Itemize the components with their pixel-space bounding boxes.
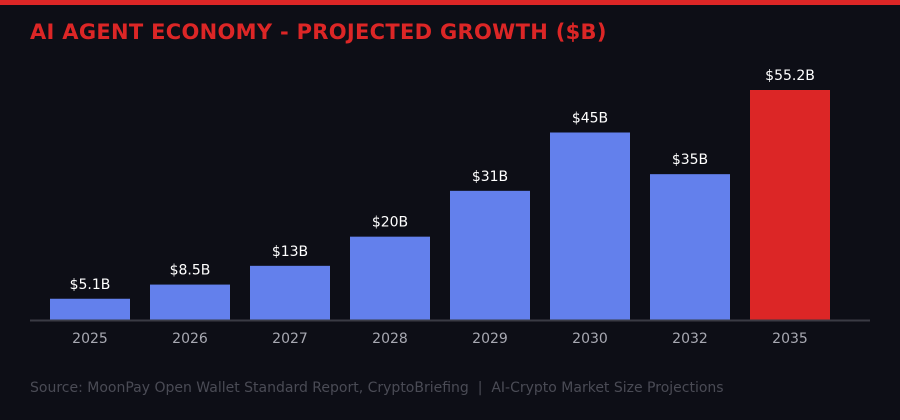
bar-2025 <box>50 298 130 320</box>
bar-2027 <box>250 265 330 320</box>
data-label-2026: $8.5B <box>170 263 211 279</box>
chart-title: AI AGENT ECONOMY - PROJECTED GROWTH ($B) <box>30 20 607 44</box>
data-label-2035: $55.2B <box>765 68 815 84</box>
data-label-2030: $45B <box>572 111 608 127</box>
x-tick-label-2032: 2032 <box>672 331 708 347</box>
source-note: Source: MoonPay Open Wallet Standard Rep… <box>30 380 724 396</box>
bar-2035 <box>750 90 830 320</box>
x-tick-label-2030: 2030 <box>572 331 608 347</box>
x-tick-label-2035: 2035 <box>772 331 808 347</box>
data-label-2029: $31B <box>472 169 508 185</box>
bar-2030 <box>550 132 630 320</box>
bar-2026 <box>150 284 230 320</box>
bar-2032 <box>650 174 730 320</box>
x-tick-label-2025: 2025 <box>72 331 108 347</box>
data-label-2025: $5.1B <box>70 277 111 293</box>
top-accent-bar <box>0 0 900 5</box>
bar-2028 <box>350 236 430 320</box>
data-label-2028: $20B <box>372 215 408 231</box>
x-tick-label-2028: 2028 <box>372 331 408 347</box>
bar-2029 <box>450 190 530 320</box>
data-label-2032: $35B <box>672 152 708 168</box>
x-tick-label-2027: 2027 <box>272 331 308 347</box>
data-label-2027: $13B <box>272 244 308 260</box>
x-tick-label-2026: 2026 <box>172 331 208 347</box>
x-tick-label-2029: 2029 <box>472 331 508 347</box>
